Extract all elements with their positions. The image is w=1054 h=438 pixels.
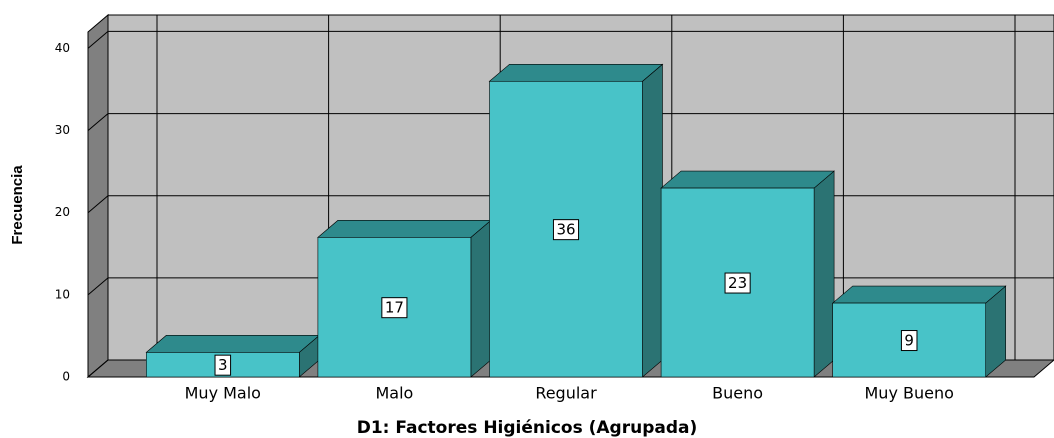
value-label: 9 [904, 332, 914, 350]
value-label: 23 [728, 274, 747, 292]
bar-side [470, 219, 492, 378]
bar-side [813, 170, 835, 378]
bar-top [317, 220, 492, 238]
x-axis-label: D1: Factores Higiénicos (Agrupada) [357, 418, 698, 438]
value-label-box [381, 297, 408, 319]
y-axis-label: Frecuencia [9, 165, 26, 245]
x-tick-label: Regular [535, 384, 597, 403]
grid-line-side [87, 31, 109, 49]
value-label-box [900, 330, 918, 352]
y-tick-label: 40 [55, 41, 70, 55]
left-wall [87, 13, 109, 379]
grid-line-side [87, 195, 109, 214]
value-label-box [724, 272, 751, 294]
bar-top [488, 63, 664, 82]
value-label: 36 [556, 221, 575, 239]
bar-top [831, 285, 1007, 304]
y-tick-label: 10 [55, 287, 70, 301]
x-tick-label: Muy Malo [185, 384, 261, 403]
y-tick-label: 30 [55, 123, 70, 137]
bar-side [642, 63, 663, 378]
grid-line-side [87, 359, 109, 378]
x-tick-label: Malo [375, 384, 413, 403]
bar-top [145, 335, 321, 353]
x-tick-label: Bueno [712, 384, 763, 403]
y-tick-label: 20 [55, 205, 70, 219]
value-label: 3 [218, 356, 228, 374]
y-tick-label: 0 [62, 370, 70, 384]
grid-line-side [87, 277, 109, 296]
value-label-box [552, 219, 580, 241]
value-label: 17 [385, 299, 404, 317]
grid-line-side [87, 113, 109, 131]
bar-top [660, 170, 835, 189]
value-label-box [214, 354, 232, 376]
x-tick-label: Muy Bueno [865, 384, 954, 403]
